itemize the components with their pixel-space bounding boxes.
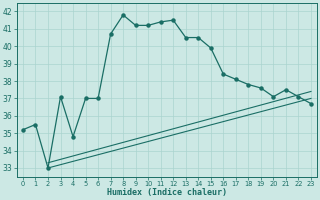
X-axis label: Humidex (Indice chaleur): Humidex (Indice chaleur): [107, 188, 227, 197]
